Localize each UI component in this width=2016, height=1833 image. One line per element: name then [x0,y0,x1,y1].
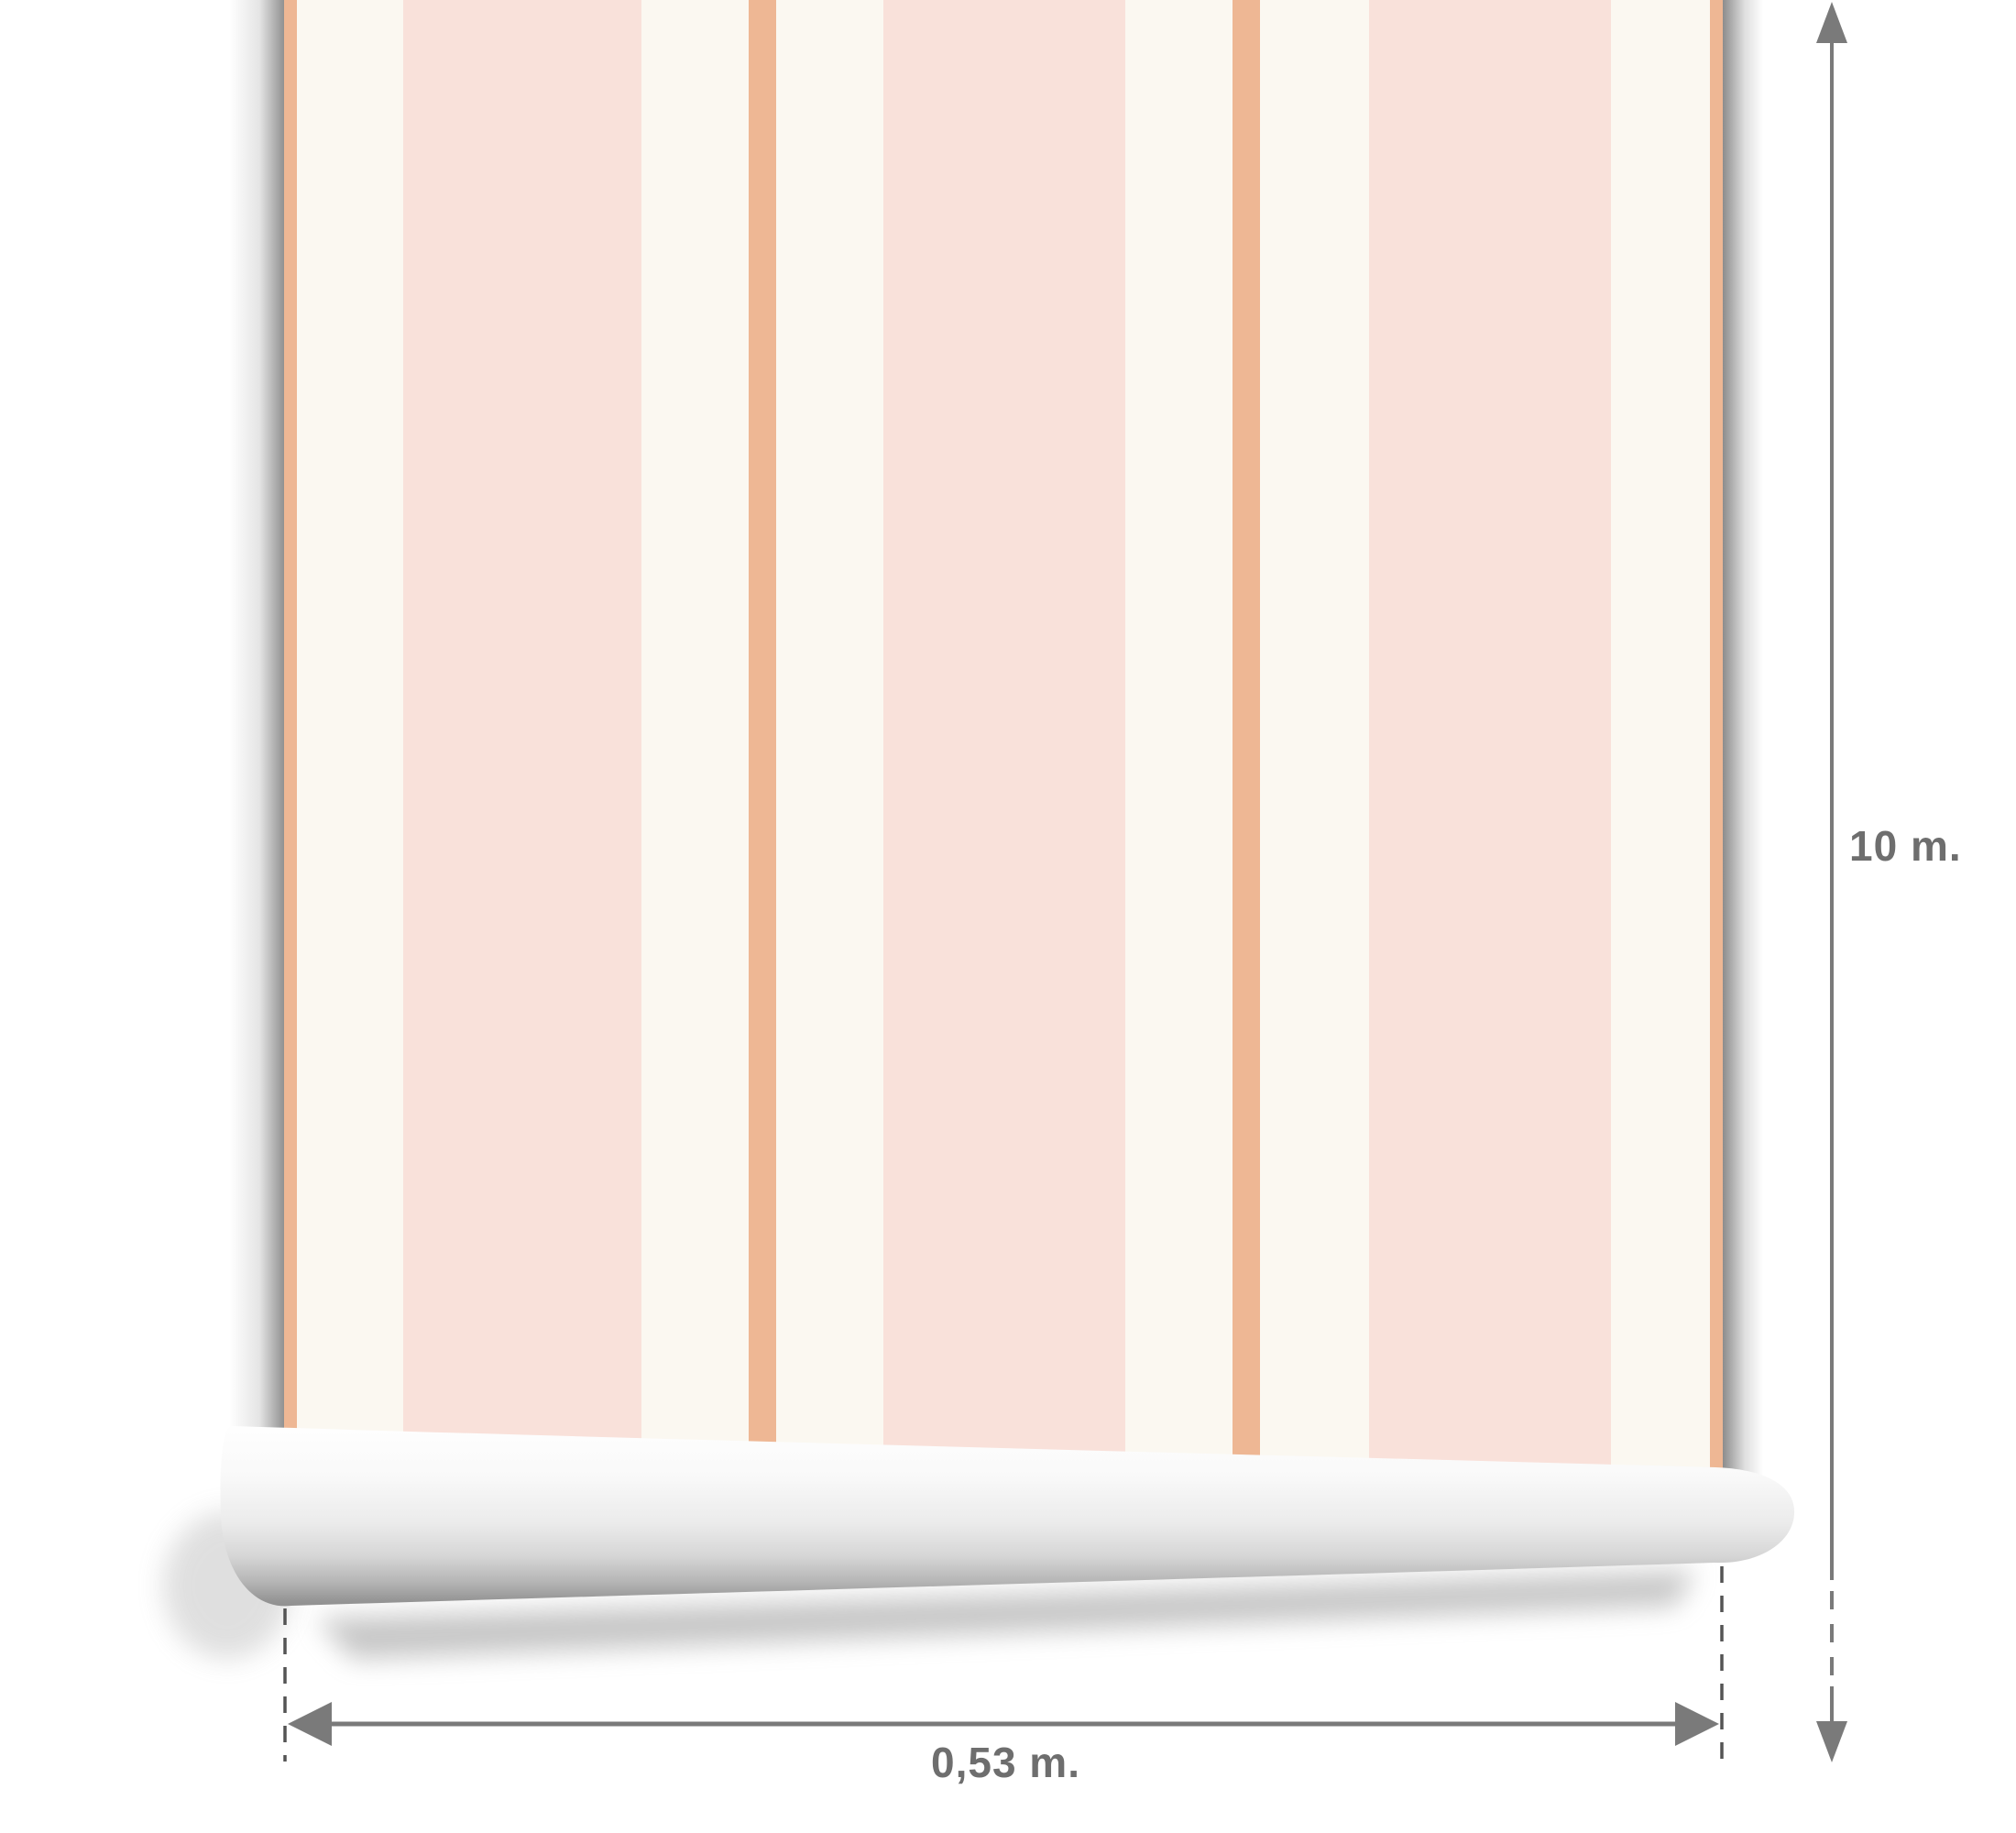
width-arrowhead-left-icon [288,1702,332,1746]
height-dimension-label: 10 m. [1849,822,1962,870]
width-arrowhead-right-icon [1675,1702,1719,1746]
sheet-right-shadow [1723,0,1763,1480]
height-arrowhead-bottom-icon [1816,1721,1847,1762]
height-arrowhead-top-icon [1816,2,1847,43]
width-dimension-label: 0,53 m. [931,1739,1080,1786]
roll-cast-shadow [316,1571,1695,1659]
wallpaper-sheet [284,0,1723,1540]
wallpaper-roll [220,1426,1795,1607]
sheet-left-shadow [229,0,284,1430]
